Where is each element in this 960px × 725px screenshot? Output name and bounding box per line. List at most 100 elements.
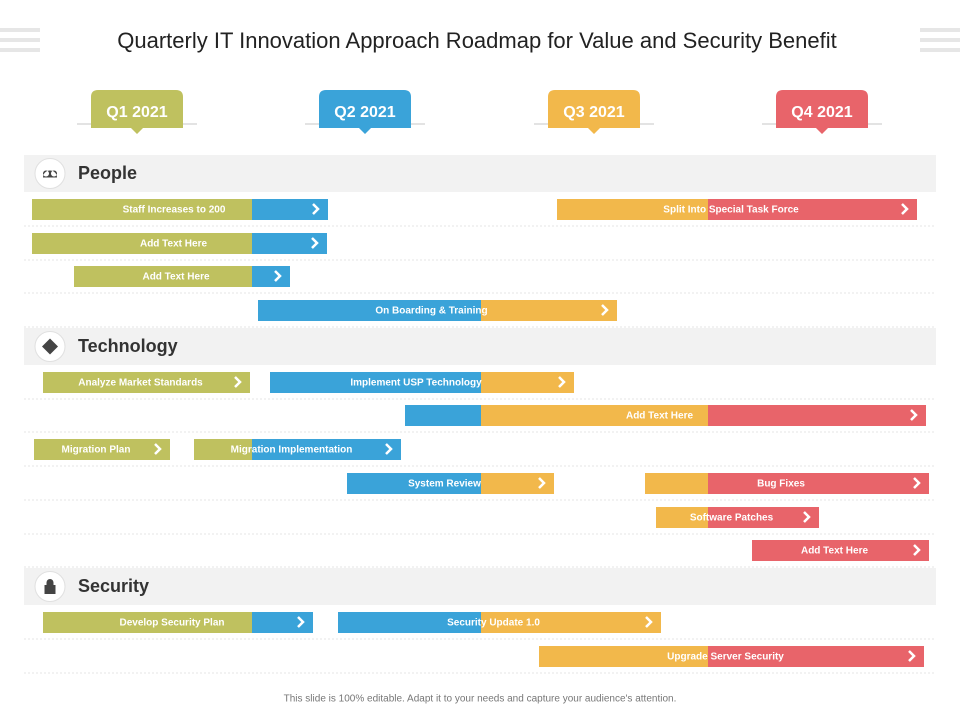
task-bar: Add Text Here — [405, 405, 926, 426]
task-bar: Security Update 1.0 — [338, 612, 661, 633]
bar-arrow — [901, 203, 909, 215]
bar-label: Bug Fixes — [757, 479, 805, 490]
bar-segment — [32, 199, 252, 220]
bar-arrow — [538, 477, 546, 489]
bar-segment — [481, 300, 617, 321]
bar-segment — [43, 372, 250, 393]
task-bar: Implement USP Technology — [270, 372, 574, 393]
title: Quarterly IT Innovation Approach Roadmap… — [117, 28, 837, 53]
bar-segment — [481, 405, 708, 426]
bar-arrow — [558, 376, 566, 388]
bar-label: Add Text Here — [801, 546, 868, 557]
bar-segment — [347, 473, 481, 494]
bar-segment — [32, 233, 252, 254]
bar-label: Analyze Market Standards — [78, 378, 203, 389]
bar-segment — [708, 507, 819, 528]
bar-arrow — [311, 237, 319, 249]
quarter-label: Q2 2021 — [334, 104, 395, 121]
task-bar: Migration Implementation — [194, 439, 401, 460]
bar-segment — [258, 300, 481, 321]
task-bar: Add Text Here — [74, 266, 290, 287]
bar-label: Migration Implementation — [231, 445, 353, 456]
task-bar: System Review — [347, 473, 554, 494]
bar-arrow — [908, 650, 916, 662]
corner-decor — [0, 28, 960, 52]
bar-label: Migration Plan — [62, 445, 131, 456]
quarter-tab — [91, 90, 183, 134]
task-bar: Upgrade Server Security — [539, 646, 924, 667]
bar-segment — [752, 540, 929, 561]
bar-label: System Review — [408, 479, 481, 490]
bar-arrow — [234, 376, 242, 388]
bar-arrow — [601, 304, 609, 316]
bar-segment — [405, 405, 481, 426]
bar-segment — [708, 405, 926, 426]
bar-segment — [481, 612, 661, 633]
bar-segment — [43, 612, 252, 633]
task-bar: Analyze Market Standards — [43, 372, 250, 393]
task-bar: Software Patches — [656, 507, 819, 528]
bar-label: Upgrade Server Security — [667, 652, 784, 663]
task-bar: Add Text Here — [32, 233, 327, 254]
bar-segment — [252, 199, 328, 220]
bar-segment — [481, 372, 574, 393]
task-bar: On Boarding & Training — [258, 300, 617, 321]
bar-label: Split Into Special Task Force — [663, 205, 799, 216]
bar-segment — [645, 473, 708, 494]
section-icon — [42, 338, 58, 355]
bar-segment — [338, 612, 481, 633]
bar-segment — [708, 646, 924, 667]
section-icon — [43, 170, 58, 178]
bar-segment — [481, 473, 554, 494]
bar-segment — [194, 439, 252, 460]
bar-segment — [539, 646, 708, 667]
bar-arrow — [803, 511, 811, 523]
bar-arrow — [297, 616, 305, 628]
task-bar: Add Text Here — [752, 540, 929, 561]
bar-label: Add Text Here — [142, 272, 209, 283]
bar-arrow — [385, 443, 393, 455]
section-icon — [44, 579, 56, 594]
bar-label: Staff Increases to 200 — [123, 205, 226, 216]
footer: This slide is 100% editable. Adapt it to… — [284, 694, 677, 705]
bar-arrow — [913, 477, 921, 489]
bar-segment — [656, 507, 708, 528]
bar-segment — [34, 439, 170, 460]
bar-label: Security Update 1.0 — [447, 618, 540, 629]
section-band — [24, 155, 936, 192]
bar-segment — [557, 199, 708, 220]
task-bar: Bug Fixes — [645, 473, 929, 494]
quarter-label: Q3 2021 — [563, 104, 624, 121]
bar-label: Add Text Here — [140, 239, 207, 250]
quarter-label: Q1 2021 — [106, 104, 167, 121]
bar-arrow — [312, 203, 320, 215]
bar-segment — [252, 266, 290, 287]
bar-segment — [252, 439, 401, 460]
task-bar: Split Into Special Task Force — [557, 199, 917, 220]
bar-segment — [708, 473, 929, 494]
bar-arrow — [913, 544, 921, 556]
quarter-tab — [548, 90, 640, 134]
bar-arrow — [910, 409, 918, 421]
quarter-tab — [319, 90, 411, 134]
bar-segment — [708, 199, 917, 220]
bar-segment — [252, 233, 327, 254]
section-band — [24, 568, 936, 605]
bar-label: Develop Security Plan — [119, 618, 224, 629]
section-title: Security — [78, 576, 149, 596]
bar-arrow — [645, 616, 653, 628]
section-title: Technology — [78, 336, 178, 356]
bar-arrow — [274, 270, 282, 282]
bar-segment — [74, 266, 252, 287]
section-title: People — [78, 163, 137, 183]
bar-segment — [270, 372, 481, 393]
bar-label: On Boarding & Training — [375, 306, 487, 317]
bar-segment — [252, 612, 313, 633]
section-band — [24, 328, 936, 365]
task-bar: Migration Plan — [34, 439, 170, 460]
quarter-label: Q4 2021 — [791, 104, 852, 121]
bar-label: Implement USP Technology — [350, 378, 482, 389]
bar-arrow — [154, 443, 162, 455]
